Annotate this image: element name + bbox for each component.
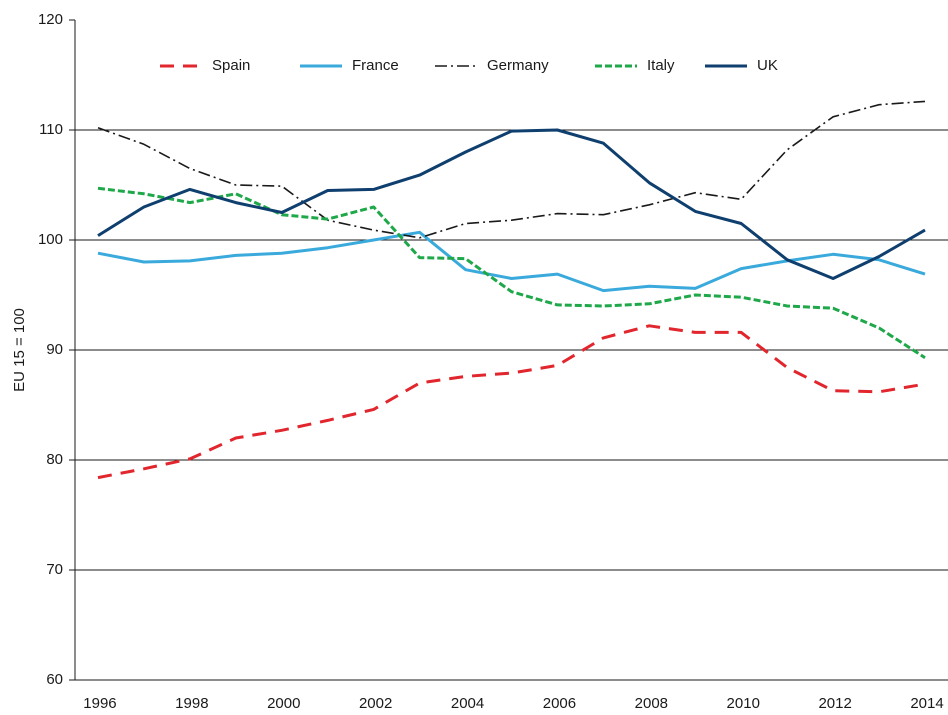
x-tick-label: 2012: [818, 695, 851, 712]
legend-label: France: [352, 57, 399, 74]
series-line: [97, 324, 926, 480]
y-tick-label: 70: [46, 561, 63, 578]
x-tick-label: 2008: [635, 695, 668, 712]
x-tick-label: 2004: [451, 695, 484, 712]
legend-label: UK: [757, 57, 778, 74]
series-line: [97, 186, 926, 359]
series-line: [97, 100, 926, 239]
y-tick-label: 110: [39, 121, 63, 138]
series-line: [97, 128, 926, 280]
legend-label: Germany: [487, 57, 549, 74]
x-tick-label: 2006: [543, 695, 576, 712]
x-tick-label: 2000: [267, 695, 300, 712]
x-tick-label: 2014: [910, 695, 943, 712]
y-tick-label: 60: [46, 671, 63, 688]
legend-label: Spain: [212, 57, 250, 74]
x-tick-label: 1998: [175, 695, 208, 712]
x-tick-label: 1996: [83, 695, 116, 712]
series-line: [97, 230, 926, 293]
y-tick-label: 80: [46, 451, 63, 468]
y-tick-label: 100: [38, 231, 63, 248]
y-tick-label: 90: [46, 341, 63, 358]
y-axis-label: EU 15 = 100: [11, 308, 28, 392]
x-tick-label: 2010: [727, 695, 760, 712]
y-tick-label: 120: [38, 11, 63, 28]
legend-label: Italy: [647, 57, 675, 74]
x-tick-label: 2002: [359, 695, 392, 712]
